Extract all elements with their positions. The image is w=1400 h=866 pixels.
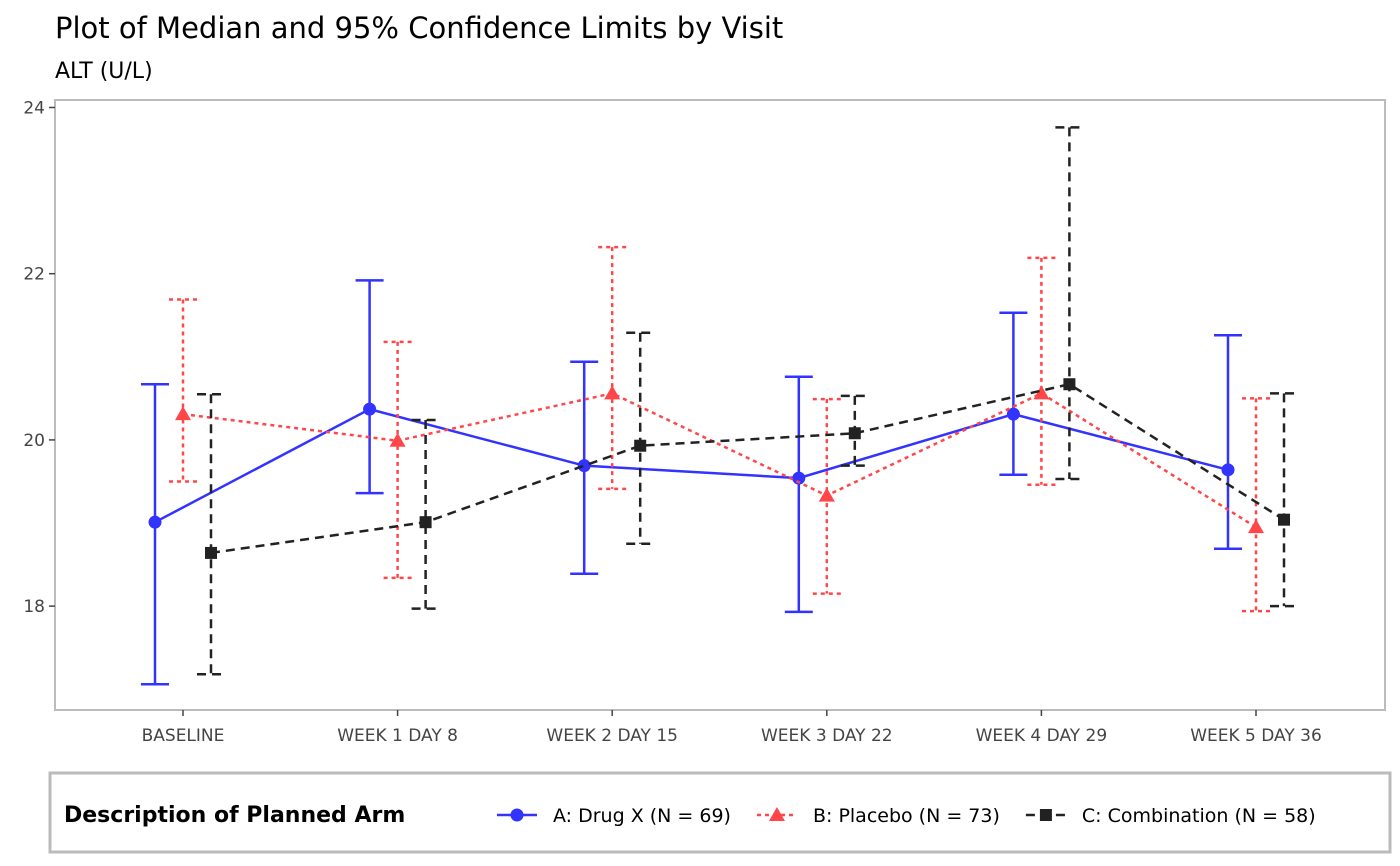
legend-item-0: A: Drug X (N = 69) (497, 805, 731, 827)
series-1 (169, 245, 1270, 613)
error-bar (141, 382, 169, 686)
data-point (1221, 463, 1235, 477)
x-tick-label: WEEK 3 DAY 22 (761, 726, 893, 746)
x-tick-label: WEEK 4 DAY 29 (976, 726, 1108, 746)
legend-key-marker (768, 807, 785, 821)
chart-subtitle: ALT (U/L) (55, 59, 153, 84)
data-point (205, 546, 217, 559)
x-tick-label: WEEK 1 DAY 8 (337, 726, 458, 746)
series-line (154, 407, 1229, 524)
series-2 (197, 126, 1298, 676)
error-bar (383, 340, 412, 580)
error-bar (169, 298, 197, 483)
error-bar (1214, 333, 1242, 551)
series-0 (141, 279, 1242, 686)
error-bar (411, 418, 440, 610)
data-point (848, 427, 861, 440)
data-point (389, 432, 406, 447)
data-point (1006, 407, 1020, 421)
error-bar (784, 375, 813, 614)
data-point (577, 459, 591, 473)
data-point (1063, 378, 1076, 391)
legend-key-marker (510, 808, 524, 822)
error-bar (355, 279, 384, 495)
data-point (604, 385, 621, 400)
series-line (210, 382, 1285, 555)
data-point (1248, 519, 1264, 534)
error-bar (1242, 397, 1270, 613)
y-tick-label: 22 (23, 265, 45, 285)
error-bar (626, 331, 655, 546)
data-point (792, 471, 806, 485)
error-bar (999, 311, 1028, 477)
error-bar (197, 392, 225, 676)
error-bar (1027, 256, 1056, 487)
data-point (363, 402, 377, 416)
data-point (148, 515, 162, 529)
legend-key-marker (1039, 809, 1052, 821)
data-point (818, 487, 835, 502)
x-tick-label: WEEK 5 DAY 36 (1190, 726, 1322, 746)
series-line (182, 391, 1257, 529)
legend-label: B: Placebo (N = 73) (813, 805, 1000, 827)
legend-item-1: B: Placebo (N = 73) (756, 805, 1000, 827)
error-bar (598, 245, 627, 491)
x-tick-label: WEEK 2 DAY 15 (546, 726, 678, 746)
data-point (1278, 513, 1290, 526)
error-bar (1055, 126, 1084, 481)
data-point (175, 406, 191, 421)
data-point (1033, 385, 1050, 400)
legend-title: Description of Planned Arm (64, 803, 405, 828)
chart-title: Plot of Median and 95% Confidence Limits… (55, 11, 783, 45)
y-tick-label: 20 (23, 431, 45, 451)
y-tick-label: 18 (23, 597, 45, 617)
x-tick-label: BASELINE (142, 726, 225, 746)
plot-panel (54, 99, 1386, 711)
legend-label: A: Drug X (N = 69) (553, 805, 731, 827)
data-point (634, 439, 647, 452)
y-tick-label: 24 (23, 98, 45, 118)
legend-label: C: Combination (N = 58) (1082, 805, 1316, 827)
legend-item-2: C: Combination (N = 58) (1025, 805, 1316, 827)
error-bar (1270, 392, 1298, 608)
legend-box (48, 771, 1392, 854)
data-point (419, 516, 432, 529)
